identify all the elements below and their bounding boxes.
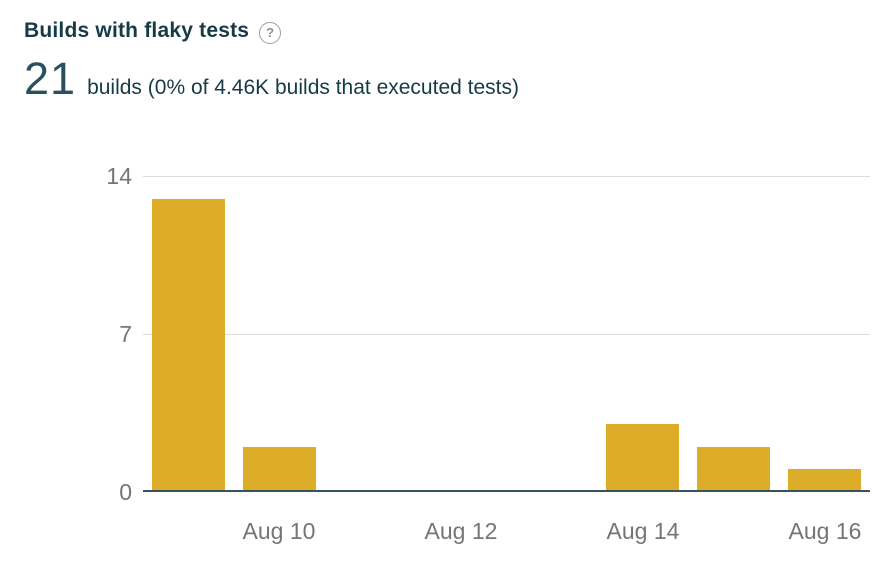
- x-tick-label-aug-16: Aug 16: [788, 518, 862, 544]
- flaky-builds-description: builds (0% of 4.46K builds that executed…: [87, 76, 519, 99]
- x-tick-label-aug-14: Aug 14: [606, 518, 680, 544]
- gridline-7: [143, 334, 870, 335]
- x-tick-label-aug-12: Aug 12: [424, 518, 498, 544]
- title-row: Builds with flaky tests ?: [24, 18, 519, 44]
- y-tick-label-7: 7: [119, 321, 132, 347]
- bar-aug-14[interactable]: [606, 424, 679, 492]
- page-title: Builds with flaky tests: [24, 19, 250, 42]
- help-tooltip-icon[interactable]: ?: [259, 21, 282, 44]
- flaky-builds-count: 21: [24, 53, 77, 104]
- metric-row: 21 builds (0% of 4.46K builds that execu…: [24, 56, 519, 101]
- bar-aug-16[interactable]: [788, 469, 861, 492]
- x-tick-label-aug-10: Aug 10: [242, 518, 316, 544]
- y-tick-label-14: 14: [106, 163, 132, 189]
- y-tick-label-0: 0: [119, 479, 132, 505]
- x-axis-line: [143, 490, 870, 492]
- plot-area: 0 7 14 Aug 10 Aug 12 Aug 14 Aug 16: [106, 163, 870, 544]
- gridline-14: [143, 176, 870, 177]
- bar-aug-9[interactable]: [152, 199, 225, 492]
- bar-aug-10[interactable]: [243, 447, 316, 492]
- card-header: Builds with flaky tests ? 21 builds (0% …: [24, 18, 519, 101]
- bar-aug-15[interactable]: [697, 447, 770, 492]
